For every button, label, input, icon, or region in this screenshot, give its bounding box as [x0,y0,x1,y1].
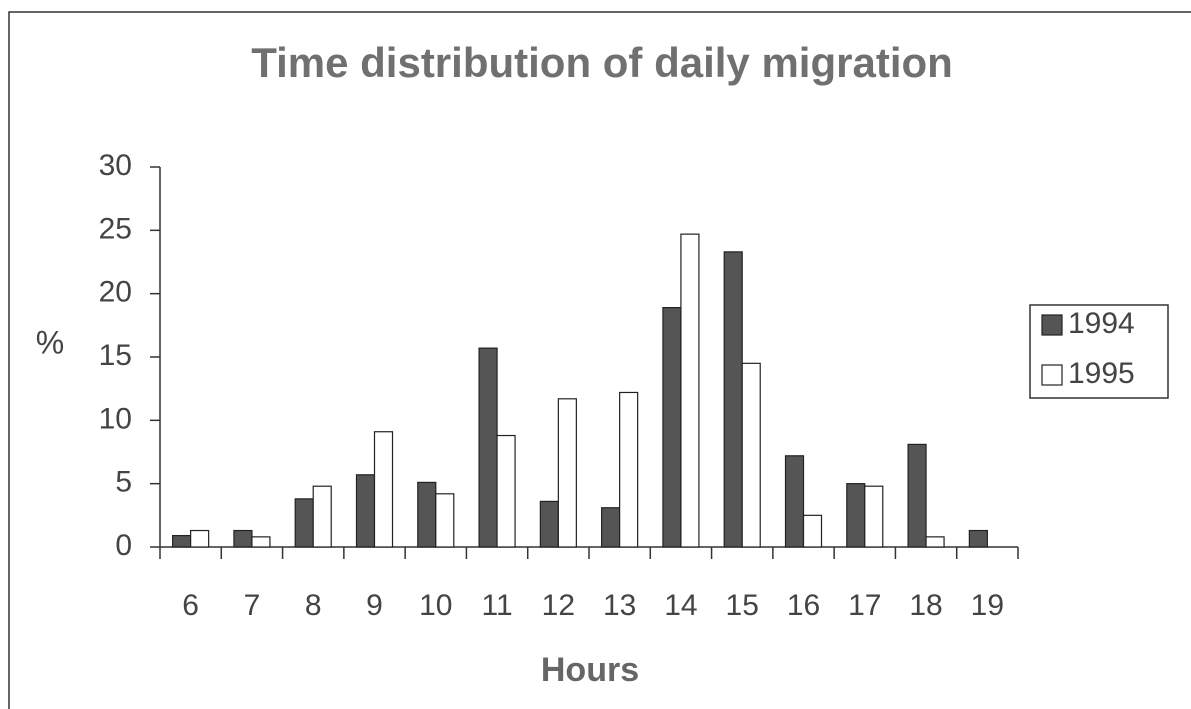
bar [846,483,866,548]
bar [539,500,559,548]
x-tick-label: 17 [848,589,881,622]
y-tick-label: 10 [99,402,132,435]
bar [251,536,271,548]
y-tick-label: 25 [99,212,132,245]
y-axis-label: % [36,324,64,360]
y-tick-label: 5 [115,466,132,499]
bar [619,391,639,548]
bar [802,514,823,548]
bar [557,398,577,548]
x-tick-label: 7 [244,589,261,622]
x-tick-label: 6 [182,589,199,622]
bar [864,485,884,548]
bar [723,251,743,548]
x-tick-label: 14 [664,589,697,622]
bar [496,434,516,548]
legend-label: 1995 [1068,357,1135,390]
x-tick-label: 18 [909,589,942,622]
x-tick-label: 9 [366,589,383,622]
bar [312,485,332,548]
bar [373,431,394,548]
bar [784,455,805,548]
x-tick-label: 13 [603,589,636,622]
y-tick-label: 15 [99,339,132,372]
bar [601,507,621,548]
x-tick-label: 8 [305,589,322,622]
bar [662,307,682,548]
x-tick-label: 19 [971,589,1004,622]
x-tick-label: 10 [419,589,452,622]
bar [190,529,210,548]
bar [478,347,498,548]
y-tick-label: 20 [99,276,132,309]
bar [294,498,314,548]
chart-title: Time distribution of daily migration [251,39,953,86]
bar [417,481,437,548]
bar [680,233,700,548]
bar [355,474,376,548]
legend-label: 1994 [1068,307,1135,340]
x-tick-label: 12 [542,589,575,622]
x-tick-label: 15 [726,589,759,622]
bar [968,529,988,548]
legend-swatch [1041,364,1063,386]
legend-swatch [1041,314,1063,336]
y-tick-label: 0 [115,529,132,562]
bar [435,493,455,548]
bar [172,534,192,548]
bar [741,362,761,548]
x-tick-label: 11 [481,589,512,622]
y-tick-label: 30 [99,149,132,182]
x-tick-label: 16 [787,589,820,622]
bar [233,529,253,548]
x-axis-label: Hours [541,651,639,689]
bar [907,443,927,548]
frame [8,11,1191,709]
bar [925,536,945,548]
